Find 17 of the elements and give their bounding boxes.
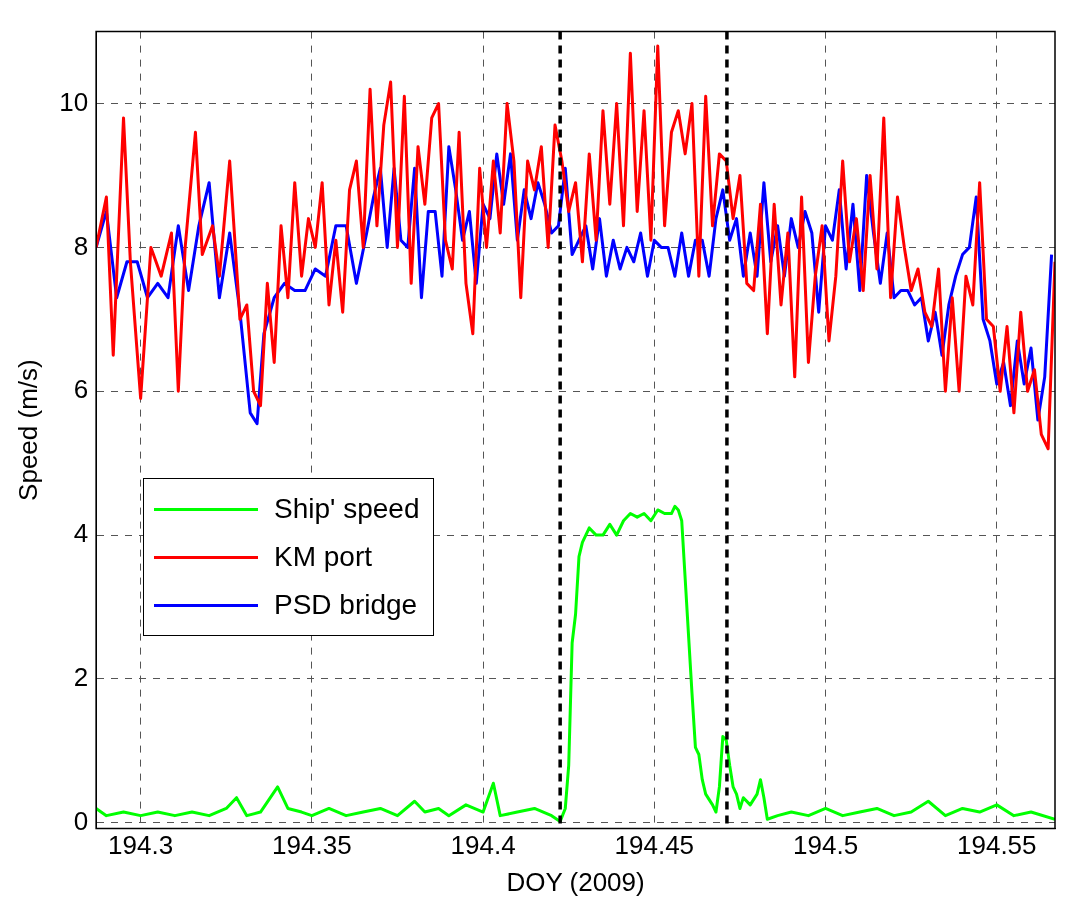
x-axis-title: DOY (2009) <box>506 866 645 897</box>
y-tick-label: 6 <box>73 374 89 405</box>
legend-label: PSD bridge <box>274 589 418 621</box>
legend-label: Ship' speed <box>274 493 420 525</box>
x-tick-label: 194.4 <box>450 830 516 861</box>
y-tick-label: 2 <box>73 662 89 693</box>
y-tick-label: 10 <box>59 86 89 117</box>
y-tick-label: 8 <box>73 230 89 261</box>
x-tick-label: 194.5 <box>793 830 859 861</box>
x-tick-label: 194.55 <box>957 830 1037 861</box>
x-tick-label: 194.3 <box>108 830 174 861</box>
legend-label: KM port <box>274 541 373 573</box>
y-tick-label: 0 <box>73 806 89 837</box>
x-tick-label: 194.45 <box>614 830 695 861</box>
y-tick-label: 4 <box>73 518 89 549</box>
y-axis-title: Speed (m/s) <box>12 359 43 501</box>
x-tick-label: 194.35 <box>272 830 352 861</box>
